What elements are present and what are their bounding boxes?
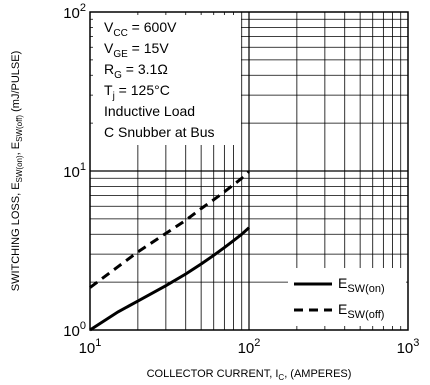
y-axis-title-part3: (mJ/PULSE) <box>10 51 22 115</box>
y-tick-label: 102 <box>63 2 86 22</box>
legend-label-2: ESW(off) <box>338 301 384 321</box>
annotation-line: C Snubber at Bus <box>104 124 215 140</box>
x-axis-title-main: COLLECTOR CURRENT, I <box>147 368 279 380</box>
legend-background <box>288 268 406 326</box>
x-axis-title-sub: C <box>278 373 284 382</box>
annotation-line: Inductive Load <box>104 103 195 119</box>
y-axis-title: SWITCHING LOSS, ESW(on), ESW(off) (mJ/PU… <box>10 51 24 292</box>
annotation-line: VCC = 600V <box>104 19 177 39</box>
series-line-2 <box>89 170 251 289</box>
y-tick-label: 100 <box>63 320 86 340</box>
y-axis-title-sub1: SW(on) <box>15 155 24 182</box>
annotation-line: RG = 3.1Ω <box>104 61 168 81</box>
x-tick-label: 101 <box>79 337 102 357</box>
x-axis-title: COLLECTOR CURRENT, IC, (AMPERES) <box>147 368 352 382</box>
annotation-line: Tj = 125°C <box>104 82 170 102</box>
y-axis-title-part1: SWITCHING LOSS, E <box>10 182 22 291</box>
series-group <box>89 170 251 332</box>
legend-label-1: ESW(on) <box>338 275 385 295</box>
y-axis-title-part2: , E <box>10 142 22 155</box>
x-tick-label: 103 <box>397 337 420 357</box>
x-axis-title-tail: , (AMPERES) <box>284 368 351 380</box>
annotation-line: VGE = 15V <box>104 40 169 60</box>
x-tick-label: 102 <box>238 337 261 357</box>
y-axis-title-sub2: SW(off) <box>15 115 24 142</box>
annotation-background <box>93 15 241 145</box>
plot-frame <box>89 11 409 331</box>
legend: ESW(on) ESW(off) <box>288 268 406 326</box>
y-tick-label: 101 <box>63 161 86 181</box>
series-line-1 <box>89 226 251 332</box>
